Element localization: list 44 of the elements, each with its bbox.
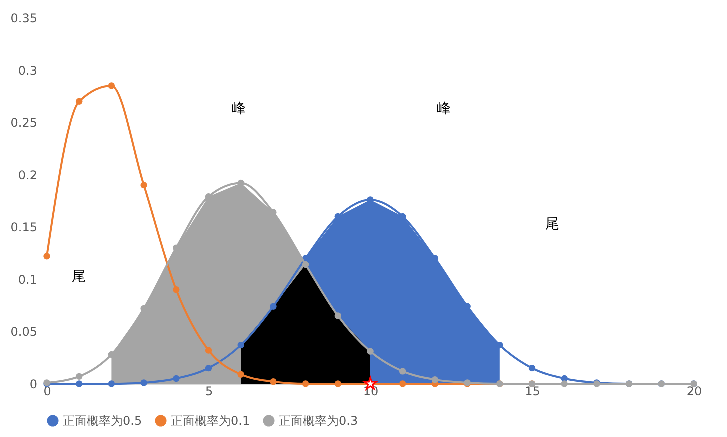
- point: [302, 261, 310, 268]
- annotation: 峰: [436, 101, 451, 117]
- y-tick-label: 0.15: [10, 220, 38, 235]
- point: [76, 373, 83, 380]
- point: [270, 303, 277, 310]
- y-tick-label: 0.2: [18, 168, 38, 182]
- y-tick-label: 0.3: [18, 64, 38, 78]
- point: [140, 182, 148, 189]
- point: [205, 347, 212, 354]
- point: [399, 380, 406, 388]
- point: [238, 342, 244, 349]
- legend-label: 正面概率为0.1: [171, 414, 250, 428]
- point: [334, 312, 342, 320]
- point: [238, 371, 244, 378]
- annotation: 峰: [232, 101, 246, 117]
- x-tick-label: 20: [686, 384, 702, 398]
- y-tick-label: 0.35: [10, 12, 38, 26]
- point: [108, 380, 116, 388]
- point: [76, 98, 83, 106]
- point: [528, 364, 536, 372]
- point: [76, 380, 83, 388]
- point: [205, 364, 212, 372]
- point: [399, 368, 406, 375]
- point: [173, 286, 180, 294]
- point: [44, 253, 50, 260]
- y-tick-label: 0.05: [10, 325, 38, 340]
- y-tick-label: 0.1: [18, 272, 38, 287]
- x-tick-label: 15: [525, 384, 540, 398]
- point: [108, 82, 116, 90]
- annotation: 尾: [546, 216, 560, 232]
- point: [270, 378, 277, 386]
- x-tick-label: 0: [44, 384, 52, 398]
- point: [561, 380, 568, 388]
- legend-label: 正面概率为0.5: [63, 414, 142, 428]
- point: [432, 376, 439, 384]
- y-tick-label: 0.25: [10, 116, 38, 130]
- point: [173, 375, 180, 382]
- x-tick-label: 5: [205, 384, 214, 398]
- legend-label: 正面概率为0.3: [279, 414, 358, 428]
- point: [367, 348, 374, 355]
- point: [334, 380, 342, 388]
- point: [302, 380, 310, 388]
- annotation: 尾: [72, 269, 86, 285]
- point: [140, 380, 148, 386]
